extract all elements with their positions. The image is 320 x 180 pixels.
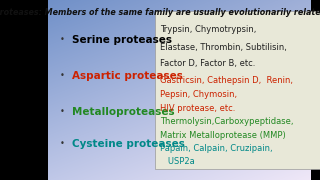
Text: Serine proteases: Serine proteases [72, 35, 172, 45]
Text: HIV protease, etc.: HIV protease, etc. [160, 104, 236, 113]
Text: Proteases: Members of the same family are usually evolutionarily related: Proteases: Members of the same family ar… [0, 8, 320, 17]
Text: Elastase, Thrombin, Subtilisin,: Elastase, Thrombin, Subtilisin, [160, 43, 287, 52]
Bar [155, 11, 320, 169]
Text: Matrix Metalloprotease (MMP): Matrix Metalloprotease (MMP) [160, 130, 286, 140]
Text: •: • [60, 140, 65, 148]
Text: Aspartic proteases: Aspartic proteases [72, 71, 183, 81]
Text: USP2a: USP2a [160, 157, 195, 166]
Text: •: • [60, 107, 65, 116]
Text: Metalloproteases: Metalloproteases [72, 107, 175, 117]
Text: Thermolysin,Carboxypeptidase,: Thermolysin,Carboxypeptidase, [160, 117, 293, 126]
Text: •: • [60, 71, 65, 80]
Text: Pepsin, Chymosin,: Pepsin, Chymosin, [160, 90, 237, 99]
Text: Gastricsin, Cathepsin D,  Renin,: Gastricsin, Cathepsin D, Renin, [160, 76, 293, 85]
Text: Factor D, Factor B, etc.: Factor D, Factor B, etc. [160, 59, 255, 68]
Text: Papain, Calpain, Cruzipain,: Papain, Calpain, Cruzipain, [160, 144, 273, 153]
Text: Cysteine proteases: Cysteine proteases [72, 139, 185, 149]
Text: Trypsin, Chymotrypsin,: Trypsin, Chymotrypsin, [160, 25, 256, 34]
Text: •: • [60, 35, 65, 44]
